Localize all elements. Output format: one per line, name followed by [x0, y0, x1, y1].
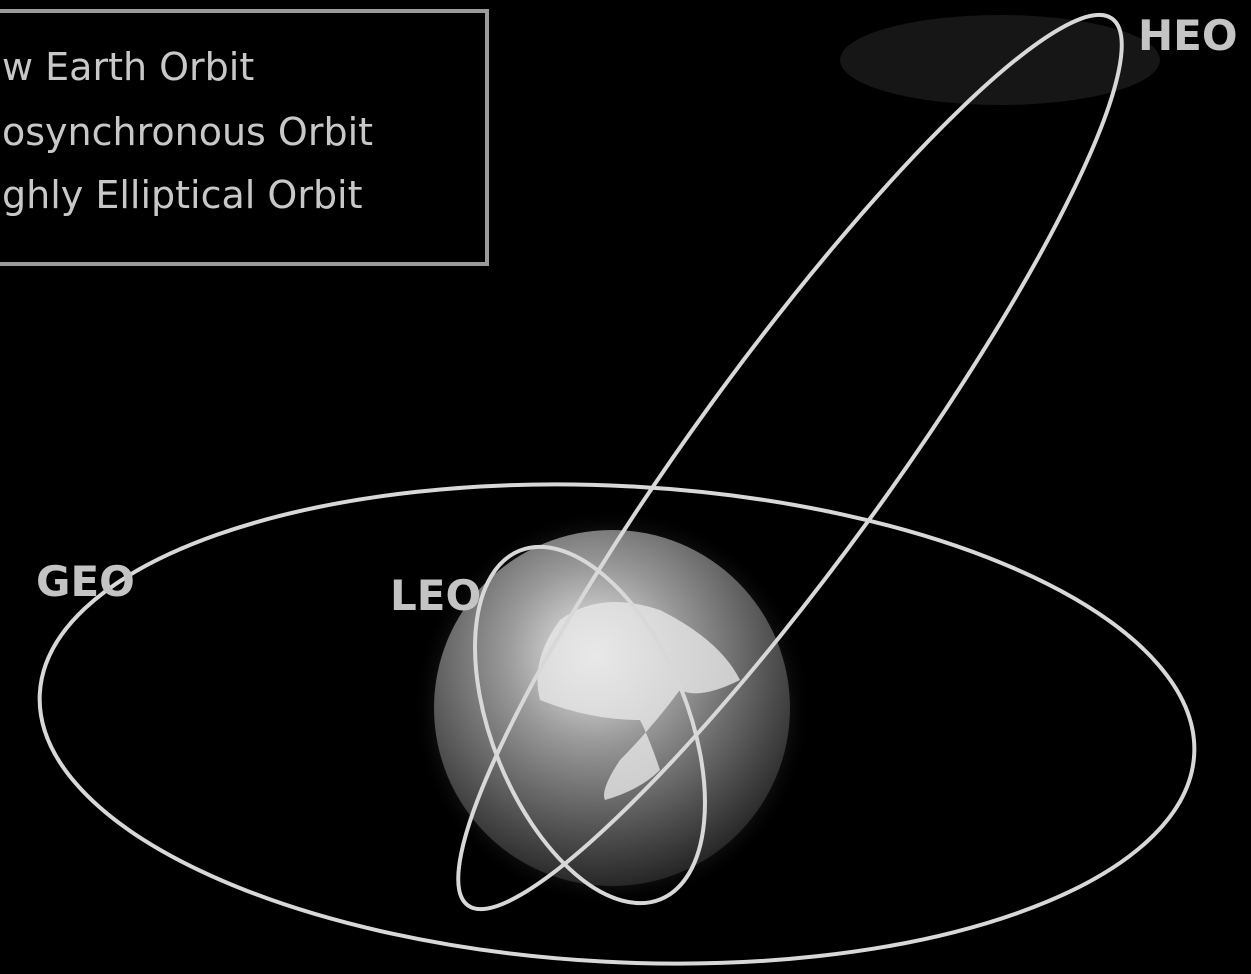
- heo-orbit: [456, 12, 1124, 912]
- legend-item: osynchronous Orbit: [2, 110, 373, 154]
- legend-item: w Earth Orbit: [2, 45, 254, 89]
- geo-orbit: [37, 482, 1197, 966]
- geo-label: GEO: [36, 557, 135, 606]
- leo-label: LEO: [390, 571, 481, 620]
- nebula: [840, 15, 1160, 105]
- orbits: [37, 12, 1197, 966]
- legend-box: [0, 9, 489, 266]
- leo-orbit: [473, 544, 707, 906]
- continents: [537, 602, 740, 800]
- heo-label: HEO: [1138, 11, 1238, 60]
- legend-item: ghly Elliptical Orbit: [2, 173, 363, 217]
